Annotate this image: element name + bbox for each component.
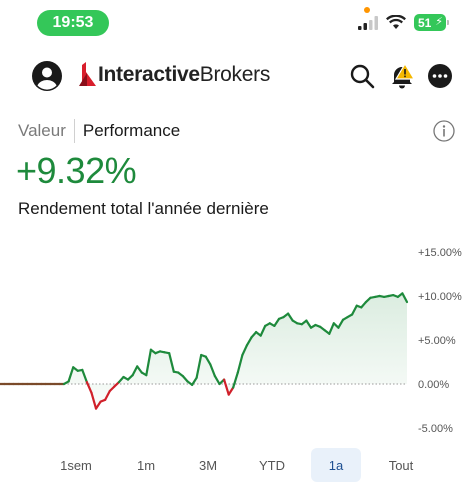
- y-tick-label: +5.00%: [418, 335, 456, 347]
- account-avatar-icon[interactable]: [32, 61, 62, 91]
- ib-logo-mark-icon: [79, 62, 96, 86]
- battery-icon: 51 ⚡: [414, 14, 449, 31]
- y-tick-label: 0.00%: [418, 379, 449, 391]
- charging-bolt-icon: ⚡: [435, 16, 443, 28]
- range-selector: 1sem 1m 3M YTD 1a Tout: [50, 448, 470, 482]
- chart-area-fill: [64, 293, 407, 409]
- chart-line-segment: [85, 381, 93, 394]
- chart-line-segment: [213, 375, 221, 386]
- battery-level: 51: [418, 15, 432, 30]
- logo-text-bold: Interactive: [98, 63, 200, 86]
- cellular-signal-icon: [358, 15, 378, 30]
- chart-line-segment: [328, 322, 335, 335]
- chart-line-segment: [145, 348, 152, 377]
- chart-line-segment: [223, 378, 230, 396]
- range-ytd-button[interactable]: YTD: [259, 457, 285, 473]
- chart-line-segment: [195, 353, 203, 379]
- chart-line-segment: [94, 400, 102, 410]
- chart-line-segment: [360, 301, 367, 309]
- chart-line-segment: [181, 375, 189, 383]
- notification-bell-icon[interactable]: [388, 62, 416, 90]
- interactive-brokers-logo: InteractiveBrokers: [78, 62, 270, 88]
- chart-line-segment: [136, 365, 143, 374]
- more-options-icon[interactable]: [426, 62, 454, 90]
- chart-line-segment: [67, 366, 75, 383]
- chart-line-segment: [227, 386, 235, 396]
- chart-line-segment: [232, 371, 239, 389]
- chart-line-segment: [168, 352, 175, 373]
- performance-chart: +15.00% +10.00% +5.00% 0.00% -5.00%: [0, 247, 462, 435]
- performance-subtitle: Rendement total l'année dernière: [18, 199, 269, 218]
- info-icon[interactable]: [433, 120, 455, 142]
- chart-line-segment: [81, 368, 89, 384]
- chart-line-segment: [191, 376, 198, 386]
- chart-line-segment: [104, 389, 111, 401]
- y-tick-label: +10.00%: [418, 291, 462, 303]
- recording-dot-icon: [364, 7, 370, 13]
- chart-line-segment: [273, 317, 281, 328]
- chart-line-segment: [259, 324, 267, 337]
- chart-line-segment: [401, 292, 409, 304]
- chart-line-segment: [287, 312, 294, 322]
- view-toggle: Valeur Performance: [18, 119, 180, 143]
- chart-line-segment: [241, 344, 248, 357]
- chart-line-segment: [351, 304, 358, 316]
- range-1sem-button[interactable]: 1sem: [60, 457, 92, 473]
- y-tick-label: -5.00%: [418, 423, 453, 435]
- chart-line-segment: [245, 336, 253, 347]
- chart-line-segment: [250, 330, 258, 339]
- tab-valeur[interactable]: Valeur: [18, 121, 66, 140]
- chart-line-segment: [305, 319, 313, 329]
- wifi-icon: [386, 15, 406, 29]
- tab-divider: [73, 119, 75, 143]
- y-tick-label: +15.00%: [418, 247, 462, 259]
- chart-line-segment: [131, 365, 139, 377]
- logo-text-light: Brokers: [199, 63, 271, 86]
- status-time: 19:53: [37, 10, 109, 36]
- range-1m-button[interactable]: 1m: [136, 457, 156, 473]
- range-1a-button[interactable]: 1a: [311, 448, 361, 482]
- search-icon[interactable]: [348, 62, 376, 90]
- app-header: InteractiveBrokers: [0, 56, 474, 100]
- chart-line-segment: [337, 318, 345, 329]
- range-3m-button[interactable]: 3M: [198, 457, 218, 473]
- performance-value: +9.32%: [16, 150, 137, 191]
- range-tout-button[interactable]: Tout: [388, 457, 414, 473]
- chart-line-segment: [204, 355, 212, 366]
- chart-line-segment: [209, 363, 216, 378]
- chart-line-segment: [90, 391, 98, 410]
- tab-performance[interactable]: Performance: [82, 121, 181, 140]
- chart-line-segment: [117, 375, 125, 384]
- chart-line-segment: [236, 353, 244, 374]
- status-bar: 19:53 51 ⚡: [0, 0, 474, 46]
